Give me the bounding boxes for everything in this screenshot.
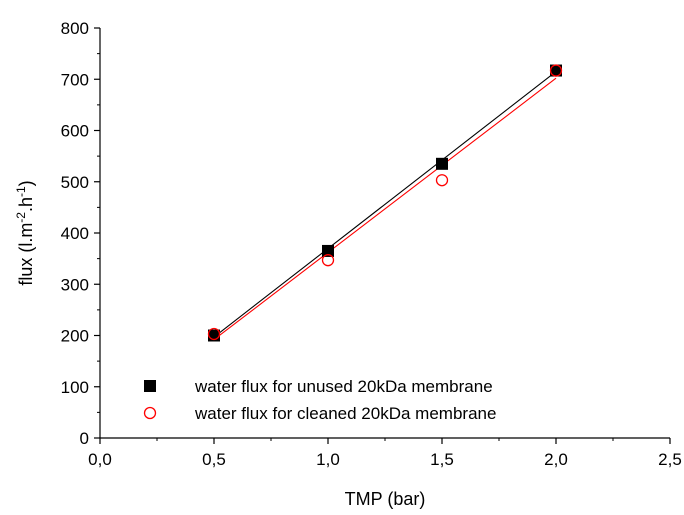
x-tick-label: 0,5 [202,450,226,469]
y-tick-label: 300 [61,275,89,294]
legend-label-series-2: water flux for cleaned 20kDa membrane [194,404,496,423]
y-tick-label: 800 [61,19,89,38]
x-tick-label: 0,0 [88,450,112,469]
legend-marker-series-1 [144,380,156,392]
legend-marker-series-2 [143,406,157,420]
data-point-series-1 [550,64,562,77]
y-tick-label: 100 [61,378,89,397]
data-point-series-2 [207,327,221,341]
y-axis-title-sup: -2 [14,212,28,223]
data-point-series-2 [321,254,335,267]
y-axis-title-part: .h [16,197,36,212]
axes: 0,0 0,5 1,0 1,5 2,0 2,5 0 100 200 300 400 500 600 700… [61,19,682,469]
y-axis-title-sup: -1 [14,186,28,197]
x-tick-label: 1,0 [316,450,340,469]
x-tick-label: 1,5 [430,450,454,469]
x-tick-label: 2,0 [544,450,568,469]
y-tick-label: 700 [61,70,89,89]
y-axis-title-part: ) [16,180,36,186]
y-tick-label: 400 [61,224,89,243]
fit-line-series-2 [213,77,557,341]
series-layer [207,64,563,342]
data-point-series-1 [322,244,334,257]
data-point-series-2 [435,174,449,187]
x-axis-title: TMP (bar) [345,489,426,509]
y-tick-label: 200 [61,327,89,346]
y-tick-label: 600 [61,122,89,141]
y-tick-label: 0 [80,429,89,448]
legend: water flux for unused 20kDa membrane wate… [143,377,496,423]
y-axis-title: flux (l.m-2.h-1) [14,180,36,285]
legend-label-series-1: water flux for unused 20kDa membrane [194,377,493,396]
x-tick-label: 2,5 [658,450,682,469]
y-tick-label: 500 [61,173,89,192]
y-axis-title-part: flux (l.m [16,223,36,286]
data-point-series-2 [549,64,563,77]
fit-line-series-1 [213,71,557,338]
data-point-series-1 [436,157,448,170]
